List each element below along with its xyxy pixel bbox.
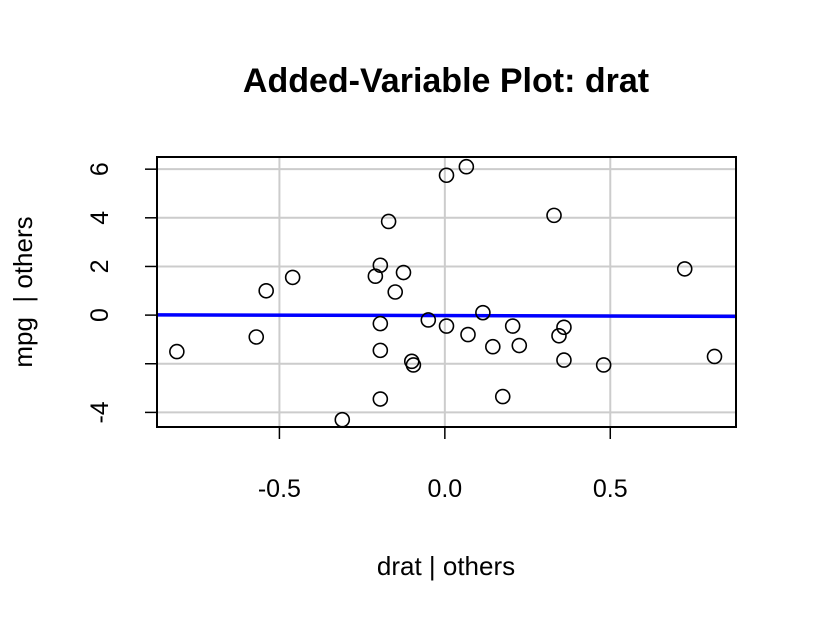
y-axis: -4 0 2 4 6	[86, 162, 158, 424]
data-point	[494, 388, 511, 405]
data-point	[334, 411, 351, 428]
data-point	[438, 167, 455, 184]
data-point	[380, 213, 397, 230]
data-point	[706, 348, 723, 365]
data-point	[372, 257, 389, 274]
data-point	[420, 312, 437, 328]
data-point	[475, 304, 491, 321]
y-tick-label: 4	[86, 211, 114, 225]
data-points	[169, 158, 723, 428]
data-point	[405, 357, 422, 373]
data-point	[511, 337, 528, 354]
data-point	[372, 391, 389, 407]
data-point	[387, 284, 404, 300]
data-point	[248, 329, 265, 345]
data-point	[546, 207, 562, 224]
y-tick-label: 6	[86, 162, 114, 176]
data-point	[438, 318, 455, 334]
fit-line-layer	[156, 313, 737, 319]
data-point	[458, 158, 475, 175]
data-point	[284, 269, 301, 286]
data-point	[372, 315, 389, 332]
chart-title: Added-Variable Plot: drat	[243, 62, 649, 100]
x-tick-label: -0.5	[258, 475, 301, 503]
data-point	[485, 338, 501, 355]
data-point	[372, 342, 389, 359]
x-axis-label: drat | others	[377, 551, 515, 581]
data-point	[556, 319, 572, 336]
data-point	[551, 327, 567, 344]
data-point	[169, 343, 185, 360]
plot-frame	[156, 156, 737, 428]
x-axis: -0.5 0.0 0.5	[258, 426, 628, 503]
data-point	[504, 318, 521, 334]
y-tick-label: 0	[86, 308, 114, 322]
data-point	[367, 268, 384, 284]
data-point	[395, 264, 412, 281]
data-point	[556, 352, 572, 368]
x-tick-label: 0.5	[593, 475, 628, 503]
y-tick-label: 2	[86, 260, 114, 274]
x-tick-label: 0.0	[427, 475, 462, 503]
data-point	[258, 282, 274, 299]
data-point	[595, 357, 612, 373]
y-tick-label: -4	[86, 401, 114, 423]
regression-line	[156, 313, 737, 319]
grid-lines	[157, 157, 736, 427]
y-axis-label: mpg | others	[8, 216, 38, 367]
data-point	[460, 326, 476, 343]
data-point	[676, 261, 693, 277]
